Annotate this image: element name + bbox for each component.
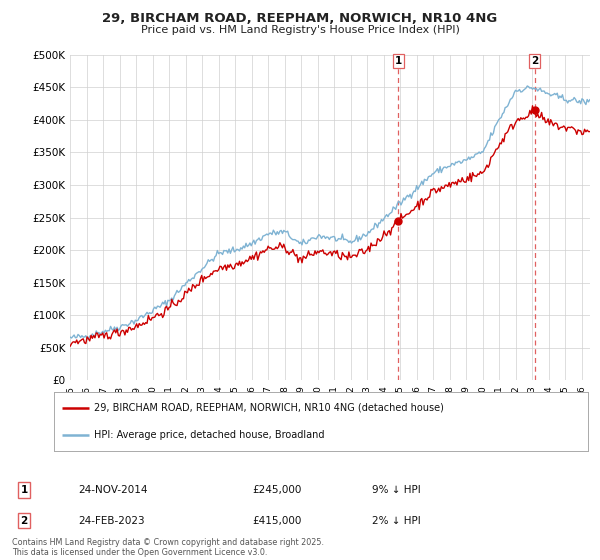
Text: 2: 2 — [20, 516, 28, 526]
Text: 1: 1 — [20, 485, 28, 495]
Text: 24-NOV-2014: 24-NOV-2014 — [78, 485, 148, 495]
Text: HPI: Average price, detached house, Broadland: HPI: Average price, detached house, Broa… — [94, 430, 325, 440]
Text: 1: 1 — [395, 57, 402, 67]
Text: 2: 2 — [531, 57, 538, 67]
Text: Price paid vs. HM Land Registry's House Price Index (HPI): Price paid vs. HM Land Registry's House … — [140, 25, 460, 35]
Text: Contains HM Land Registry data © Crown copyright and database right 2025.
This d: Contains HM Land Registry data © Crown c… — [12, 538, 324, 557]
Text: 29, BIRCHAM ROAD, REEPHAM, NORWICH, NR10 4NG (detached house): 29, BIRCHAM ROAD, REEPHAM, NORWICH, NR10… — [94, 403, 444, 413]
Text: 9% ↓ HPI: 9% ↓ HPI — [372, 485, 421, 495]
Text: £415,000: £415,000 — [252, 516, 301, 526]
Text: 2% ↓ HPI: 2% ↓ HPI — [372, 516, 421, 526]
Text: 24-FEB-2023: 24-FEB-2023 — [78, 516, 145, 526]
Text: 29, BIRCHAM ROAD, REEPHAM, NORWICH, NR10 4NG: 29, BIRCHAM ROAD, REEPHAM, NORWICH, NR10… — [103, 12, 497, 25]
Text: £245,000: £245,000 — [252, 485, 301, 495]
